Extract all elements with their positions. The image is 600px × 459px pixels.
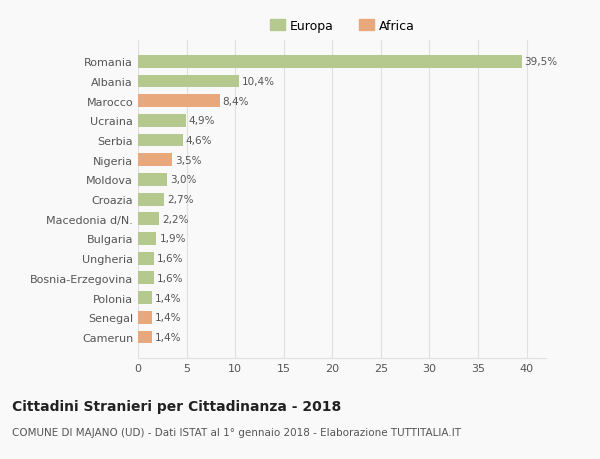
Text: 3,5%: 3,5% (175, 155, 202, 165)
Text: 1,4%: 1,4% (155, 293, 181, 303)
Bar (138, 115, 185, 128)
Legend: Europa, Africa: Europa, Africa (266, 16, 418, 36)
Bar (138, 154, 172, 167)
Bar (138, 233, 157, 246)
Text: 1,4%: 1,4% (155, 313, 181, 323)
Text: 2,2%: 2,2% (162, 214, 189, 224)
Text: 8,4%: 8,4% (223, 96, 249, 106)
Bar (138, 311, 152, 324)
Text: 39,5%: 39,5% (524, 57, 558, 67)
Bar (138, 174, 167, 186)
Bar (138, 193, 164, 206)
Bar (138, 56, 522, 68)
Bar (138, 291, 152, 304)
Bar (138, 331, 152, 344)
Text: Cittadini Stranieri per Cittadinanza - 2018: Cittadini Stranieri per Cittadinanza - 2… (12, 399, 341, 413)
Bar (138, 252, 154, 265)
Text: 3,0%: 3,0% (170, 175, 196, 185)
Text: 1,9%: 1,9% (160, 234, 186, 244)
Text: 10,4%: 10,4% (242, 77, 275, 87)
Bar (138, 95, 220, 108)
Bar (138, 213, 160, 226)
Text: 2,7%: 2,7% (167, 195, 194, 205)
Text: 1,6%: 1,6% (157, 273, 183, 283)
Bar (138, 75, 239, 88)
Text: 4,6%: 4,6% (185, 136, 212, 146)
Bar (138, 134, 182, 147)
Text: 4,9%: 4,9% (188, 116, 215, 126)
Text: 1,4%: 1,4% (155, 332, 181, 342)
Text: 1,6%: 1,6% (157, 254, 183, 263)
Bar (138, 272, 154, 285)
Text: COMUNE DI MAJANO (UD) - Dati ISTAT al 1° gennaio 2018 - Elaborazione TUTTITALIA.: COMUNE DI MAJANO (UD) - Dati ISTAT al 1°… (12, 427, 461, 437)
